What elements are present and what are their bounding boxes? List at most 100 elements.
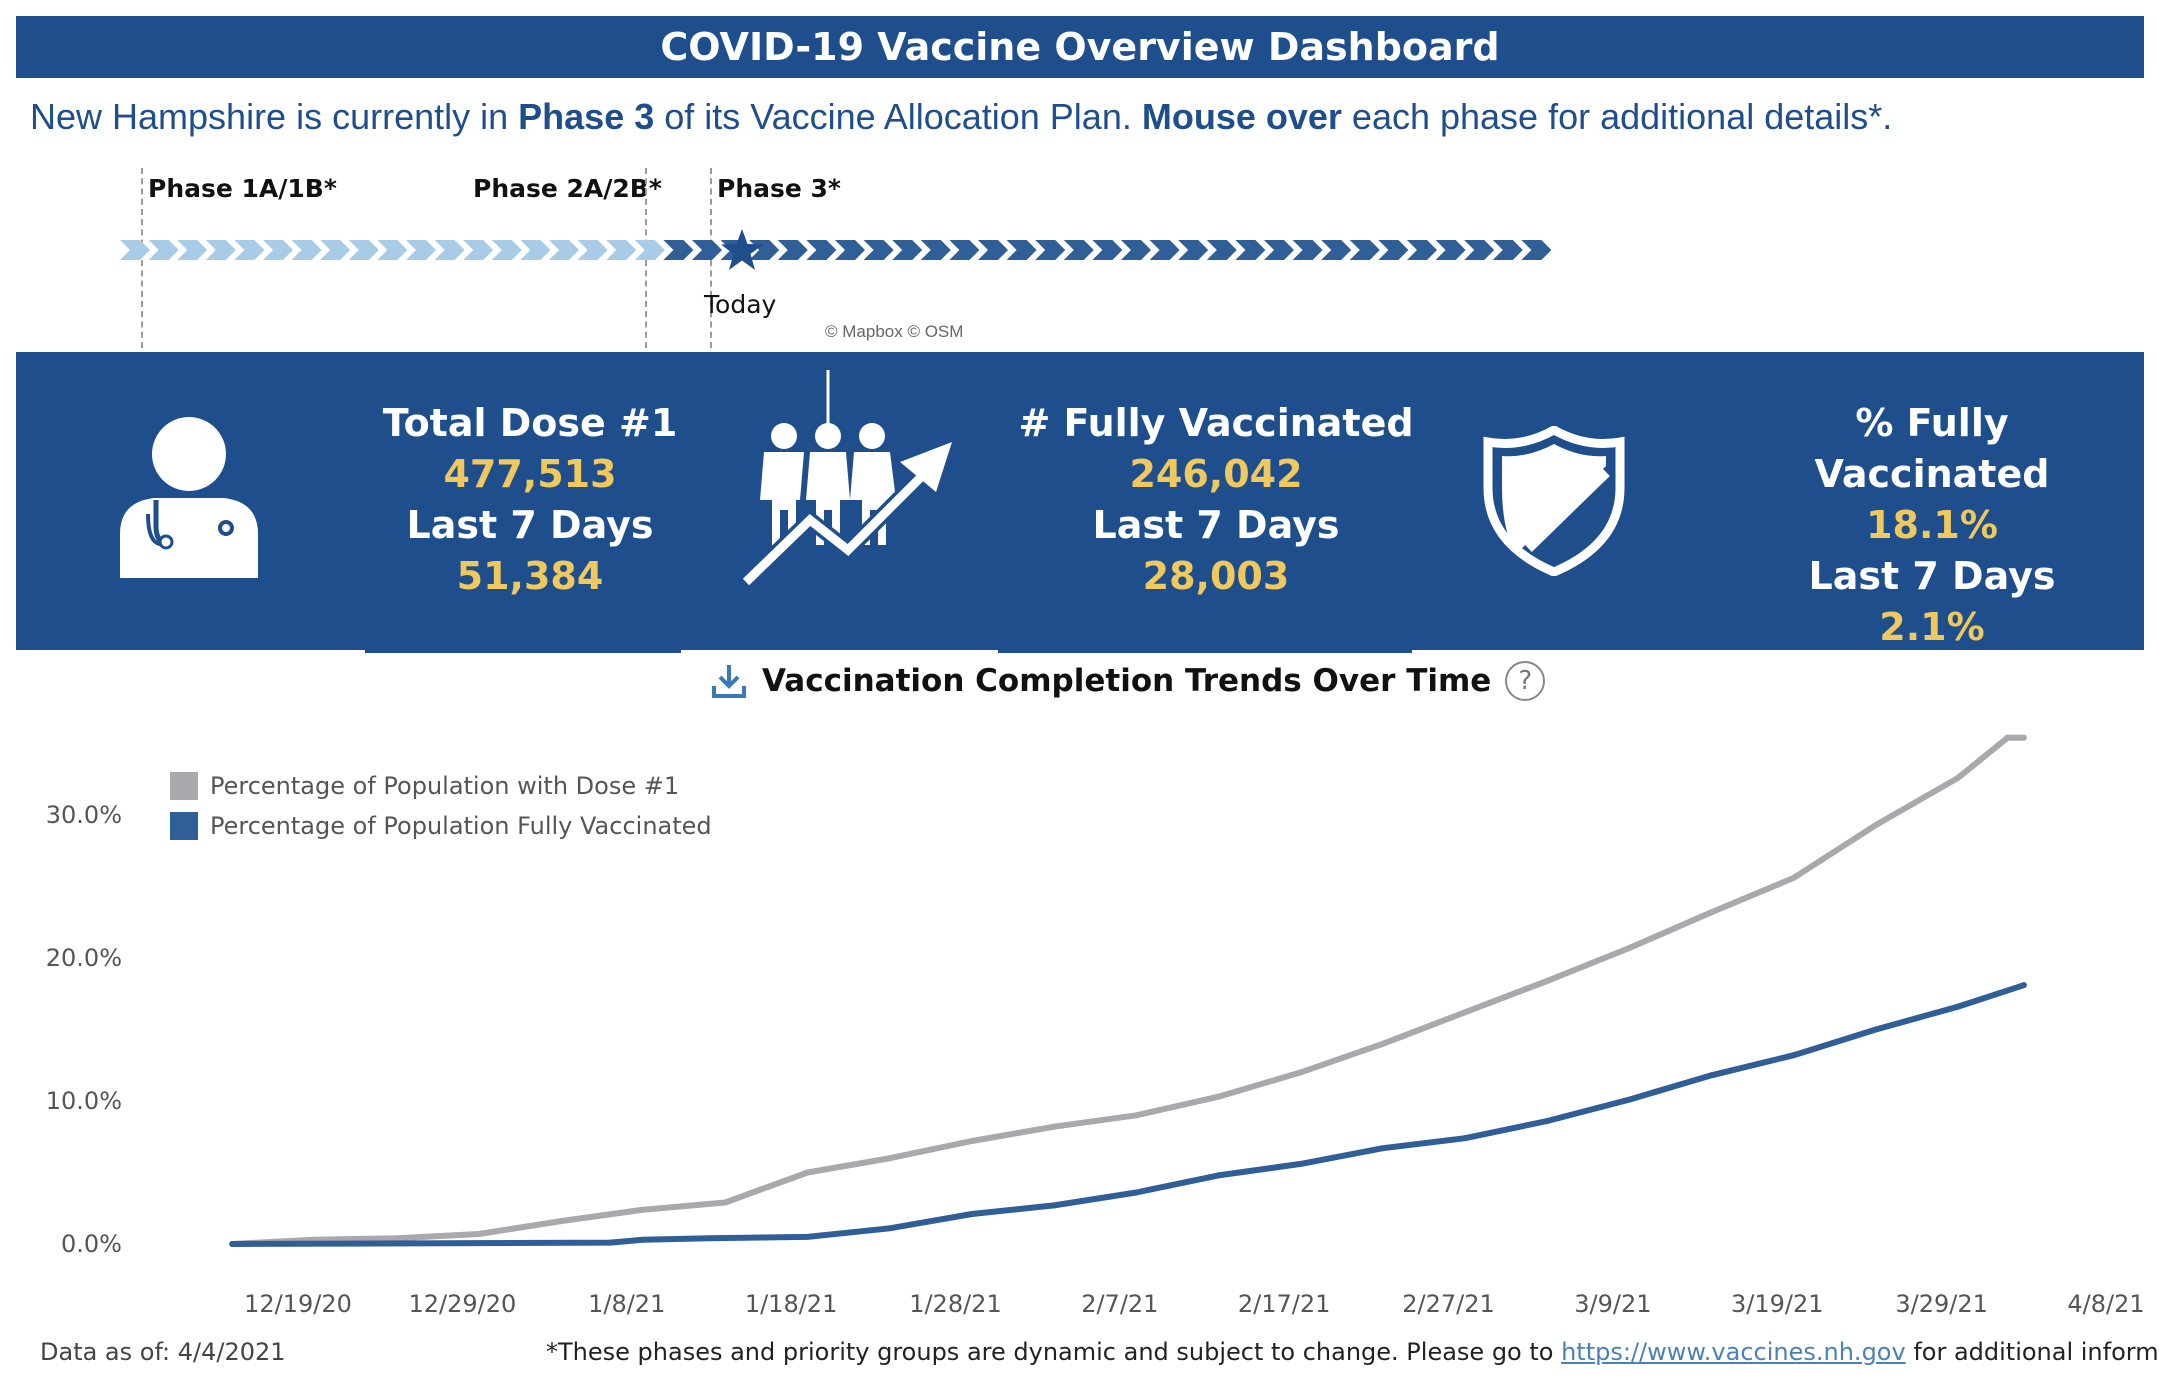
x-tick-label: 1/28/21 — [909, 1290, 1002, 1318]
x-tick-label: 12/29/20 — [408, 1290, 516, 1318]
data-point-dose1[interactable] — [1544, 977, 1551, 984]
timeline-chevron — [1521, 240, 1552, 260]
kpi-tab-underline — [365, 650, 681, 653]
phase-1-label[interactable]: Phase 1A/1B* — [148, 174, 337, 203]
data-point-fully-vaccinated[interactable] — [1297, 1160, 1304, 1167]
today-star-icon — [721, 229, 763, 270]
data-point-dose1[interactable] — [722, 1199, 729, 1206]
kpi-band: Total Dose #1 477,513 Last 7 Days 51,384… — [16, 352, 2144, 650]
data-point-fully-vaccinated[interactable] — [1133, 1189, 1140, 1196]
series-line-fully-vaccinated[interactable] — [229, 982, 2027, 1247]
series-line-dose1[interactable] — [229, 734, 2027, 1247]
timeline-chevron — [148, 240, 179, 260]
data-point-fully-vaccinated[interactable] — [886, 1225, 893, 1232]
timeline-chevron — [1121, 240, 1151, 260]
trend-title-row: Vaccination Completion Trends Over Time … — [710, 656, 1546, 706]
data-point-dose1[interactable] — [1708, 909, 1715, 916]
data-point-dose1[interactable] — [1379, 1040, 1386, 1047]
timeline-chevron — [234, 240, 265, 260]
data-point-dose1[interactable] — [393, 1235, 400, 1242]
data-point-fully-vaccinated[interactable] — [1955, 1003, 1962, 1010]
x-tick-label: 1/8/21 — [588, 1290, 665, 1318]
data-point-fully-vaccinated[interactable] — [607, 1239, 614, 1246]
data-point-fully-vaccinated[interactable] — [1790, 1052, 1797, 1059]
legend-label-fully-vaccinated: Percentage of Population Fully Vaccinate… — [210, 812, 712, 840]
data-point-dose1[interactable] — [1626, 944, 1633, 951]
data-point-fully-vaccinated[interactable] — [640, 1236, 647, 1243]
data-point-fully-vaccinated[interactable] — [705, 1235, 712, 1242]
data-point-dose1[interactable] — [1790, 874, 1797, 881]
timeline-chevron — [978, 240, 1008, 260]
data-point-dose1[interactable] — [2020, 734, 2027, 741]
data-point-dose1[interactable] — [1872, 822, 1879, 829]
data-point-dose1[interactable] — [2004, 734, 2011, 741]
data-point-dose1[interactable] — [804, 1169, 811, 1176]
data-point-fully-vaccinated[interactable] — [1215, 1172, 1222, 1179]
total-dose1-value: 477,513 — [443, 452, 617, 496]
data-point-dose1[interactable] — [475, 1230, 482, 1237]
doctor-icon — [120, 417, 258, 578]
help-icon[interactable]: ? — [1505, 661, 1546, 701]
timeline-chevron — [863, 240, 894, 260]
dashboard-title: COVID-19 Vaccine Overview Dashboard — [16, 16, 2144, 78]
phase-timeline: Phase 1A/1B* Phase 2A/2B* Phase 3* Today… — [0, 160, 2160, 350]
kpi-tab-underline — [998, 650, 1412, 653]
data-point-fully-vaccinated[interactable] — [1708, 1072, 1715, 1079]
pct-fully-vaccinated-7day-label: Last 7 Days — [1808, 554, 2056, 598]
x-tick-label: 2/27/21 — [1402, 1290, 1495, 1318]
fully-vaccinated-7day-label: Last 7 Days — [1092, 503, 1340, 547]
phase-2-label[interactable]: Phase 2A/2B* — [473, 174, 662, 203]
total-dose1-7day-label: Last 7 Days — [406, 503, 654, 547]
legend-swatch-fully-vaccinated — [170, 812, 198, 840]
timeline-chevron — [663, 240, 694, 260]
trend-line-chart: 12/19/20 12/29/20 1/8/21 1/18/21 1/28/21 2/7/… — [46, 734, 2145, 1318]
y-tick-label: 10.0% — [46, 1087, 122, 1115]
data-point-dose1[interactable] — [886, 1155, 893, 1162]
timeline-chevron — [634, 240, 665, 260]
total-dose1-7day-value: 51,384 — [456, 554, 604, 598]
timeline-chevron — [406, 240, 436, 260]
data-point-dose1[interactable] — [557, 1218, 564, 1225]
data-point-fully-vaccinated[interactable] — [1626, 1096, 1633, 1103]
data-point-dose1[interactable] — [1461, 1009, 1468, 1016]
data-point-fully-vaccinated[interactable] — [1051, 1202, 1058, 1209]
phase-3-label[interactable]: Phase 3* — [717, 174, 841, 203]
timeline-chevron — [1321, 240, 1352, 260]
vaccines-nh-link[interactable]: https://www.vaccines.nh.gov — [1561, 1338, 1906, 1366]
download-icon[interactable] — [710, 662, 748, 700]
timeline-chevron — [777, 240, 808, 260]
data-point-fully-vaccinated[interactable] — [804, 1233, 811, 1240]
pct-fully-vaccinated-value: 18.1% — [1866, 503, 1998, 547]
map-attribution[interactable]: © Mapbox © OSM — [825, 322, 964, 341]
data-point-fully-vaccinated[interactable] — [1379, 1145, 1386, 1152]
timeline-chevron — [806, 240, 837, 260]
data-point-dose1[interactable] — [1051, 1123, 1058, 1130]
data-point-fully-vaccinated[interactable] — [229, 1241, 236, 1247]
shield-icon — [1483, 426, 1625, 576]
legend-item-fully-vaccinated[interactable]: Percentage of Population Fully Vaccinate… — [170, 806, 712, 846]
timeline-chevron — [1178, 240, 1209, 260]
data-point-dose1[interactable] — [640, 1206, 647, 1213]
data-point-fully-vaccinated[interactable] — [968, 1210, 975, 1217]
mouse-over-hint: Mouse over — [1141, 96, 1342, 137]
timeline-chevron — [1349, 240, 1380, 260]
data-point-fully-vaccinated[interactable] — [1461, 1135, 1468, 1142]
timeline-chevron — [177, 240, 208, 260]
data-point-fully-vaccinated[interactable] — [1872, 1026, 1879, 1033]
timeline-chevron — [1092, 240, 1123, 260]
data-point-dose1[interactable] — [1955, 774, 1962, 781]
data-point-fully-vaccinated[interactable] — [1544, 1118, 1551, 1125]
legend-item-dose1[interactable]: Percentage of Population with Dose #1 — [170, 766, 712, 806]
pct-fully-vaccinated-label: % Fully Vaccinated — [1814, 401, 2050, 496]
today-label: Today — [704, 290, 777, 319]
data-point-dose1[interactable] — [1297, 1069, 1304, 1076]
y-tick-label: 30.0% — [46, 801, 122, 829]
data-point-dose1[interactable] — [1133, 1112, 1140, 1119]
people-growth-icon — [740, 370, 952, 588]
data-point-dose1[interactable] — [1215, 1093, 1222, 1100]
data-point-fully-vaccinated[interactable] — [2020, 982, 2027, 989]
trend-chart-title: Vaccination Completion Trends Over Time — [762, 663, 1492, 699]
fully-vaccinated-7day-value: 28,003 — [1142, 554, 1290, 598]
data-point-dose1[interactable] — [968, 1138, 975, 1145]
timeline-chevron — [1292, 240, 1323, 260]
